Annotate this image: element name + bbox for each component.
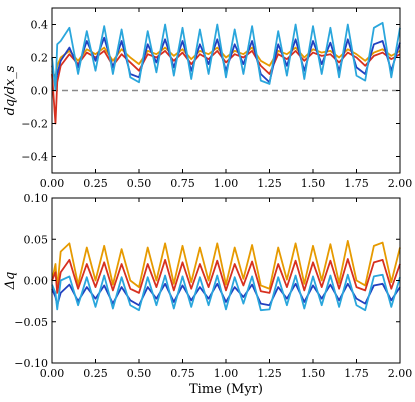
series-line-2 (51, 36, 401, 84)
x-tick-label: 1.25 (257, 177, 282, 190)
y-tick-label: −0.05 (14, 316, 48, 329)
x-tick-label: 1.50 (301, 367, 326, 380)
series-line-1 (51, 50, 401, 125)
top-panel-dq-dxs: 0.00 0.25 0.50 0.75 1.00 1.25 1.50 1.75 2.00 −0.4… (3, 7, 413, 190)
y-tick-label: −0.4 (21, 151, 48, 164)
series-line-2 (51, 282, 401, 307)
x-tick-label: 0.50 (127, 367, 152, 380)
y-tick-label: 0.0 (31, 85, 49, 98)
y-tick-label: 0.05 (24, 233, 49, 246)
x-tick-label: 1.50 (301, 177, 326, 190)
y-axis-label: dq/dx_s (3, 65, 18, 115)
x-tick-label: 0.00 (40, 367, 65, 380)
x-tick-label: 1.75 (344, 367, 369, 380)
series-line-1 (51, 258, 401, 294)
x-axis-label: Time (Myr) (189, 382, 263, 397)
x-tick-label: 1.00 (214, 177, 239, 190)
bottom-panel-delta-q: 0.00 0.25 0.50 0.75 1.00 1.25 1.50 1.75 2.00 −0.1… (3, 192, 412, 397)
x-tick-label: 2.00 (388, 177, 413, 190)
x-tick-label: 0.75 (170, 367, 195, 380)
x-tick-label: 0.25 (83, 367, 108, 380)
y-tick-label: 0.2 (31, 52, 49, 65)
x-tick-label: 0.50 (127, 177, 152, 190)
y-tick-label: −0.2 (21, 118, 48, 131)
y-tick-label: 0.4 (31, 19, 49, 32)
x-tick-label: 1.75 (344, 177, 369, 190)
x-tick-label: 1.00 (214, 367, 239, 380)
x-tick-label: 0.00 (40, 177, 65, 190)
x-tick-label: 2.00 (388, 367, 413, 380)
x-tick-label: 0.25 (83, 177, 108, 190)
x-tick-label: 1.25 (257, 367, 282, 380)
y-tick-label: 0.00 (24, 275, 49, 288)
y-tick-label: −0.10 (14, 357, 48, 370)
series-line-0 (51, 46, 401, 79)
x-tick-label: 0.75 (170, 177, 195, 190)
series-line-3 (51, 21, 401, 92)
y-tick-label: 0.10 (24, 192, 49, 205)
series-line-3 (51, 273, 401, 312)
y-axis-label: Δq (3, 272, 18, 291)
series-line-0 (51, 240, 401, 290)
